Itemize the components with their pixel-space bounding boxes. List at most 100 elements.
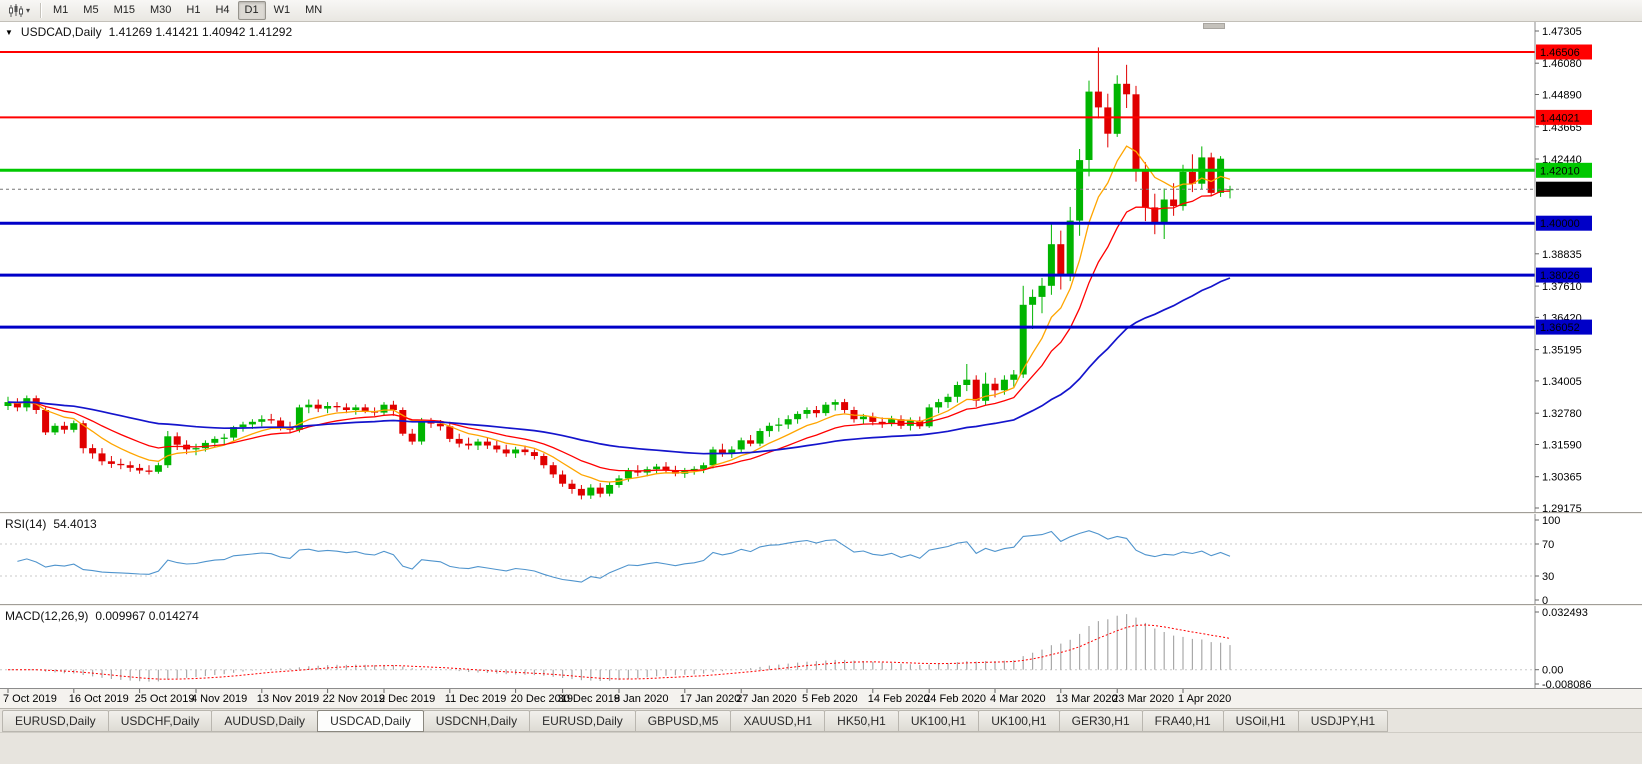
candle-down xyxy=(671,470,679,474)
candle-down xyxy=(455,438,463,444)
candle-up xyxy=(756,431,764,444)
chart-tab-ger30-h1[interactable]: GER30,H1 xyxy=(1058,710,1143,732)
timeframe-button-h4[interactable]: H4 xyxy=(215,3,230,16)
candle-down xyxy=(747,440,755,444)
candle-down xyxy=(89,448,97,454)
price-axis-label: 1.31590 xyxy=(1542,440,1582,452)
chevron-down-icon: ▾ xyxy=(26,5,31,15)
candle-up xyxy=(248,421,256,425)
chart-tab-xauusd-h1[interactable]: XAUUSD,H1 xyxy=(730,710,826,732)
candle-up xyxy=(418,421,426,442)
chart-tab-hk50-h1[interactable]: HK50,H1 xyxy=(824,710,899,732)
candle-down xyxy=(1057,244,1065,276)
candle-up xyxy=(154,465,162,472)
ma-fast-line xyxy=(7,145,1231,483)
candle-down xyxy=(79,423,87,449)
candle-down xyxy=(136,467,144,471)
chart-type-button[interactable]: ▾ xyxy=(3,1,35,21)
chart-area[interactable]: 1.47305 1.46080 1.44890 1.43665 1.42440 1.388… xyxy=(0,22,1642,708)
candle-down xyxy=(812,410,820,414)
chart-tab-eurusd-daily[interactable]: EURUSD,Daily xyxy=(529,710,636,732)
date-label: 4 Nov 2019 xyxy=(191,693,247,705)
candle-up xyxy=(775,424,783,426)
chart-tab-uk100-h1[interactable]: UK100,H1 xyxy=(897,710,980,732)
candle-down xyxy=(42,410,50,433)
candlestick-chart-icon xyxy=(9,3,23,17)
price-chart[interactable]: 1.473051.460801.448901.436651.424401.388… xyxy=(0,22,1642,708)
date-label: 7 Oct 2019 xyxy=(3,693,57,705)
rsi-axis-label: 0 xyxy=(1542,595,1548,607)
date-label: 11 Dec 2019 xyxy=(445,693,507,705)
date-label: 25 Oct 2019 xyxy=(135,693,195,705)
level-price-label: 1.38026 xyxy=(1540,270,1580,282)
candle-down xyxy=(13,402,21,408)
candle-up xyxy=(925,407,933,427)
candle-down xyxy=(342,407,350,410)
candle-up xyxy=(512,449,520,454)
date-label: 4 Mar 2020 xyxy=(990,693,1046,705)
price-axis-label: 1.38835 xyxy=(1542,249,1582,261)
candle-down xyxy=(841,402,849,410)
price-axis-label: 1.37610 xyxy=(1542,281,1582,293)
chart-tab-usdcnh-daily[interactable]: USDCNH,Daily xyxy=(422,710,531,732)
current-price-label-box xyxy=(1536,181,1592,197)
date-label: 13 Nov 2019 xyxy=(257,693,319,705)
timeframe-button-h1[interactable]: H1 xyxy=(186,3,201,16)
date-label: 16 Oct 2019 xyxy=(69,693,129,705)
candle-up xyxy=(258,419,266,422)
scrollbar-thumb[interactable] xyxy=(1203,23,1225,29)
timeframe-button-mn[interactable]: MN xyxy=(305,3,323,16)
timeframe-toolbar: ▾ M1 M5 M15 M30 H1 H4 D1 W1 MN xyxy=(0,0,1642,22)
status-bar xyxy=(0,732,1642,764)
candle-up xyxy=(1160,199,1168,225)
timeframe-button-m5[interactable]: M5 xyxy=(83,3,99,16)
candle-down xyxy=(493,445,501,450)
candle-down xyxy=(389,404,397,410)
candle-up xyxy=(794,413,802,420)
level-price-label: 1.42010 xyxy=(1540,165,1580,177)
price-axis-label: 1.30365 xyxy=(1542,472,1582,484)
current-price-label: 1.41292 xyxy=(1540,184,1580,196)
chart-tab-usdjpy-h1[interactable]: USDJPY,H1 xyxy=(1297,710,1389,732)
price-axis-label: 1.34005 xyxy=(1542,376,1582,388)
level-price-label-box xyxy=(1536,319,1592,335)
candle-up xyxy=(201,442,209,449)
candle-down xyxy=(577,488,585,496)
chart-tabs: EURUSD,Daily USDCHF,Daily AUDUSD,Daily USDC… xyxy=(0,708,1642,732)
candle-up xyxy=(831,402,839,405)
level-price-label-box xyxy=(1536,109,1592,125)
candle-up xyxy=(230,427,238,438)
candle-up xyxy=(1047,244,1055,286)
chart-tab-gbpusd-m5[interactable]: GBPUSD,M5 xyxy=(634,710,732,732)
chart-tab-usdcad-daily[interactable]: USDCAD,Daily xyxy=(317,710,424,732)
chart-tab-uk100-h1[interactable]: UK100,H1 xyxy=(978,710,1060,732)
candle-down xyxy=(662,466,670,470)
candle-down xyxy=(530,452,538,456)
candle-up xyxy=(239,424,247,428)
candle-up xyxy=(944,396,952,403)
chart-tab-usdchf-daily[interactable]: USDCHF,Daily xyxy=(107,710,213,732)
timeframe-button-m1[interactable]: M1 xyxy=(53,3,69,16)
timeframe-button-m30[interactable]: M30 xyxy=(149,3,172,16)
candle-up xyxy=(606,485,614,494)
candle-down xyxy=(540,456,548,466)
date-label: 14 Feb 2020 xyxy=(868,693,930,705)
chart-tab-usoil-h1[interactable]: USOil,H1 xyxy=(1222,710,1299,732)
candle-down xyxy=(549,465,557,475)
price-axis-label: 1.32780 xyxy=(1542,408,1582,420)
level-price-label: 1.36052 xyxy=(1540,322,1580,334)
chart-tab-audusd-daily[interactable]: AUDUSD,Daily xyxy=(211,710,319,732)
chart-tab-fra40-h1[interactable]: FRA40,H1 xyxy=(1141,710,1224,732)
timeframe-button-m15[interactable]: M15 xyxy=(113,3,135,16)
candle-down xyxy=(446,426,454,439)
timeframe-button-w1[interactable]: W1 xyxy=(273,3,291,16)
candle-up xyxy=(1076,160,1084,221)
timeframe-button-d1[interactable]: D1 xyxy=(237,0,266,21)
candle-up xyxy=(1085,91,1093,160)
date-label: 1 Apr 2020 xyxy=(1178,693,1231,705)
candle-down xyxy=(267,419,275,421)
chart-tab-eurusd-daily[interactable]: EURUSD,Daily xyxy=(2,710,109,732)
macd-axis-label: -0.008086 xyxy=(1542,679,1592,691)
candle-down xyxy=(718,449,726,454)
candle-down xyxy=(869,416,877,422)
